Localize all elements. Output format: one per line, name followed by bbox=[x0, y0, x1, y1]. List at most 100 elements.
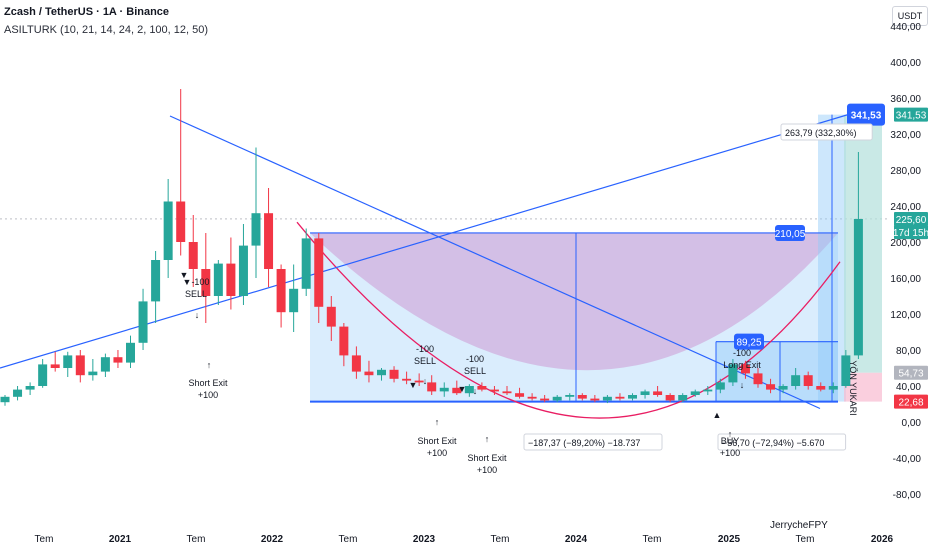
signal-marker: ▲ bbox=[713, 410, 722, 420]
candle bbox=[565, 395, 575, 397]
price-tick-label: 40,00 bbox=[896, 382, 921, 393]
trade-annotation: BUY bbox=[721, 436, 740, 446]
parabolic-curve bbox=[296, 221, 841, 419]
measure-label: −187,37 (−89,20%) −18.737 bbox=[528, 438, 640, 448]
price-tick-label: 120,00 bbox=[890, 310, 921, 321]
price-tick-label: 0,00 bbox=[902, 418, 922, 429]
time-tick-label: 2025 bbox=[718, 534, 741, 545]
signal-marker: ↓ bbox=[740, 380, 745, 390]
price-callout bbox=[847, 103, 885, 126]
time-tick-label: Tem bbox=[187, 534, 206, 545]
time-tick-label: 2022 bbox=[261, 534, 284, 545]
candle bbox=[314, 238, 324, 307]
time-tick-label: Tem bbox=[491, 534, 510, 545]
price-tick-label: 440,00 bbox=[890, 22, 921, 33]
candle bbox=[13, 389, 23, 397]
candle bbox=[63, 355, 73, 368]
measure-label: −56,70 (−72,94%) −5.670 bbox=[722, 438, 824, 448]
price-tick-label: 360,00 bbox=[890, 94, 921, 105]
candle bbox=[602, 396, 612, 401]
candle bbox=[540, 398, 550, 401]
candle bbox=[339, 326, 349, 356]
signal-marker: ▼ bbox=[458, 384, 467, 394]
price-callout bbox=[734, 333, 764, 350]
candle bbox=[364, 371, 374, 376]
candle bbox=[803, 375, 813, 386]
candle bbox=[326, 306, 336, 327]
candle bbox=[414, 380, 424, 383]
candle bbox=[188, 242, 198, 269]
price-tick-label: -80,00 bbox=[893, 490, 922, 501]
candle bbox=[690, 391, 700, 395]
candle bbox=[464, 386, 474, 394]
candle bbox=[640, 391, 650, 395]
trade-annotation: Short Exit bbox=[188, 378, 228, 388]
downtrend-line bbox=[169, 115, 821, 410]
time-tick-label: Tem bbox=[796, 534, 815, 545]
candle bbox=[653, 391, 663, 395]
price-callout bbox=[775, 224, 805, 241]
candle bbox=[439, 387, 449, 392]
candle bbox=[753, 373, 763, 385]
candle bbox=[226, 263, 236, 296]
trade-annotation: -100 bbox=[733, 348, 751, 358]
trade-annotation: SELL bbox=[414, 356, 436, 366]
price-tick-label: 400,00 bbox=[890, 58, 921, 69]
candle bbox=[213, 263, 223, 296]
candle bbox=[75, 355, 85, 376]
candle bbox=[515, 393, 525, 397]
candle bbox=[100, 357, 110, 372]
candle bbox=[853, 218, 863, 356]
candle bbox=[113, 357, 123, 363]
trade-annotation: -100 bbox=[466, 354, 484, 364]
candle bbox=[38, 364, 48, 386]
candle bbox=[176, 201, 186, 242]
indicator-label: ASILTURK (10, 21, 14, 24, 2, 100, 12, 50… bbox=[4, 24, 209, 36]
trade-annotation: SELL bbox=[464, 366, 486, 376]
price-tag-label: 17d 15h bbox=[893, 228, 929, 239]
candle bbox=[151, 260, 161, 302]
chart-title: Zcash / TetherUS · 1A · Binance bbox=[4, 6, 170, 18]
signal-marker: ▼ bbox=[180, 270, 189, 280]
candle bbox=[715, 382, 725, 390]
candle bbox=[201, 269, 211, 296]
candle bbox=[828, 386, 838, 390]
time-tick-label: 2023 bbox=[413, 534, 436, 545]
measure-label: 263,79 (332,30%) bbox=[785, 128, 857, 138]
trade-annotation: -100 bbox=[416, 344, 434, 354]
candle bbox=[489, 389, 499, 392]
signal-marker: ↑ bbox=[485, 434, 490, 444]
price-tag-label: 54,73 bbox=[898, 369, 923, 380]
candle bbox=[816, 386, 826, 390]
signal-marker: ↓ bbox=[195, 310, 200, 320]
candle bbox=[477, 386, 487, 390]
signal-marker: ↓ bbox=[423, 376, 428, 386]
time-tick-label: 2024 bbox=[565, 534, 588, 545]
price-callout-label: 89,25 bbox=[736, 338, 761, 349]
candle bbox=[264, 213, 274, 269]
price-tick-label: 200,00 bbox=[890, 238, 921, 249]
candle bbox=[289, 288, 299, 313]
trade-annotation: +100 bbox=[720, 448, 740, 458]
price-tick-label: 80,00 bbox=[896, 346, 921, 357]
candle bbox=[389, 369, 399, 379]
watermark: JerrycheFPY bbox=[770, 520, 828, 531]
candle bbox=[615, 396, 625, 399]
price-tag bbox=[894, 365, 928, 380]
price-tag bbox=[894, 394, 928, 409]
candle bbox=[527, 396, 537, 399]
candle bbox=[88, 371, 98, 376]
candle bbox=[138, 301, 148, 343]
candle bbox=[728, 364, 738, 383]
trade-annotation: Short Exit bbox=[417, 436, 457, 446]
currency-selector[interactable]: USDT bbox=[892, 6, 928, 26]
candle bbox=[703, 389, 713, 392]
price-callout-label: 341,53 bbox=[851, 111, 882, 122]
candle bbox=[577, 395, 587, 399]
candle bbox=[25, 386, 35, 390]
time-tick-label: Tem bbox=[339, 534, 358, 545]
time-tick-label: Tem bbox=[35, 534, 54, 545]
candle bbox=[590, 398, 600, 401]
time-tick-label: 2026 bbox=[871, 534, 894, 545]
